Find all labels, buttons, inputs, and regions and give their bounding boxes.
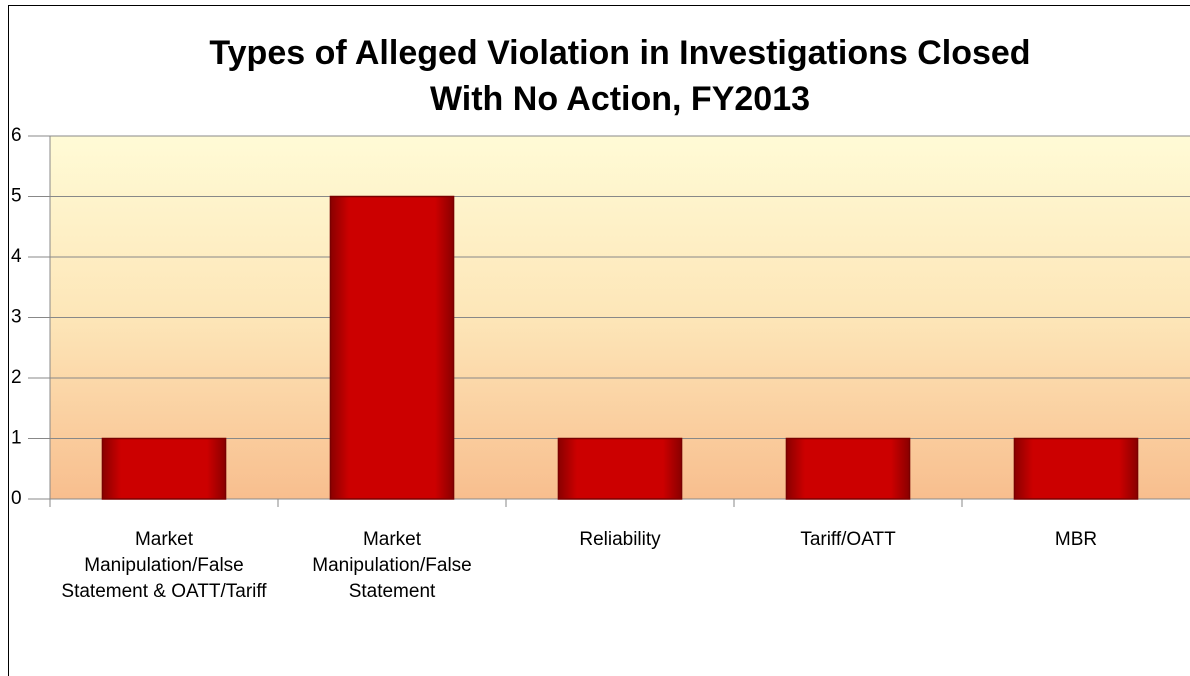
bar bbox=[785, 437, 911, 500]
bar bbox=[101, 437, 227, 500]
bar bbox=[329, 195, 455, 500]
x-tick-label: Tariff/OATT bbox=[800, 529, 896, 550]
y-tick-label: 1 bbox=[11, 428, 22, 449]
chart-border bbox=[8, 5, 1190, 676]
x-tick-label: Market Manipulation/False Statement & OA… bbox=[61, 529, 267, 602]
y-tick-label: 0 bbox=[11, 488, 22, 509]
x-tick-label: Market Manipulation/False Statement bbox=[312, 529, 472, 602]
bar bbox=[1013, 437, 1139, 500]
y-tick-label: 6 bbox=[11, 125, 22, 146]
y-tick-label: 4 bbox=[11, 246, 22, 267]
bar bbox=[557, 437, 683, 500]
chart-title: Types of Alleged Violation in Investigat… bbox=[209, 34, 1031, 118]
y-tick-label: 2 bbox=[11, 367, 22, 388]
y-tick-label: 5 bbox=[11, 186, 22, 207]
x-tick-label: Reliability bbox=[579, 529, 661, 550]
x-tick-label: MBR bbox=[1054, 529, 1098, 550]
y-tick-label: 3 bbox=[11, 307, 22, 328]
